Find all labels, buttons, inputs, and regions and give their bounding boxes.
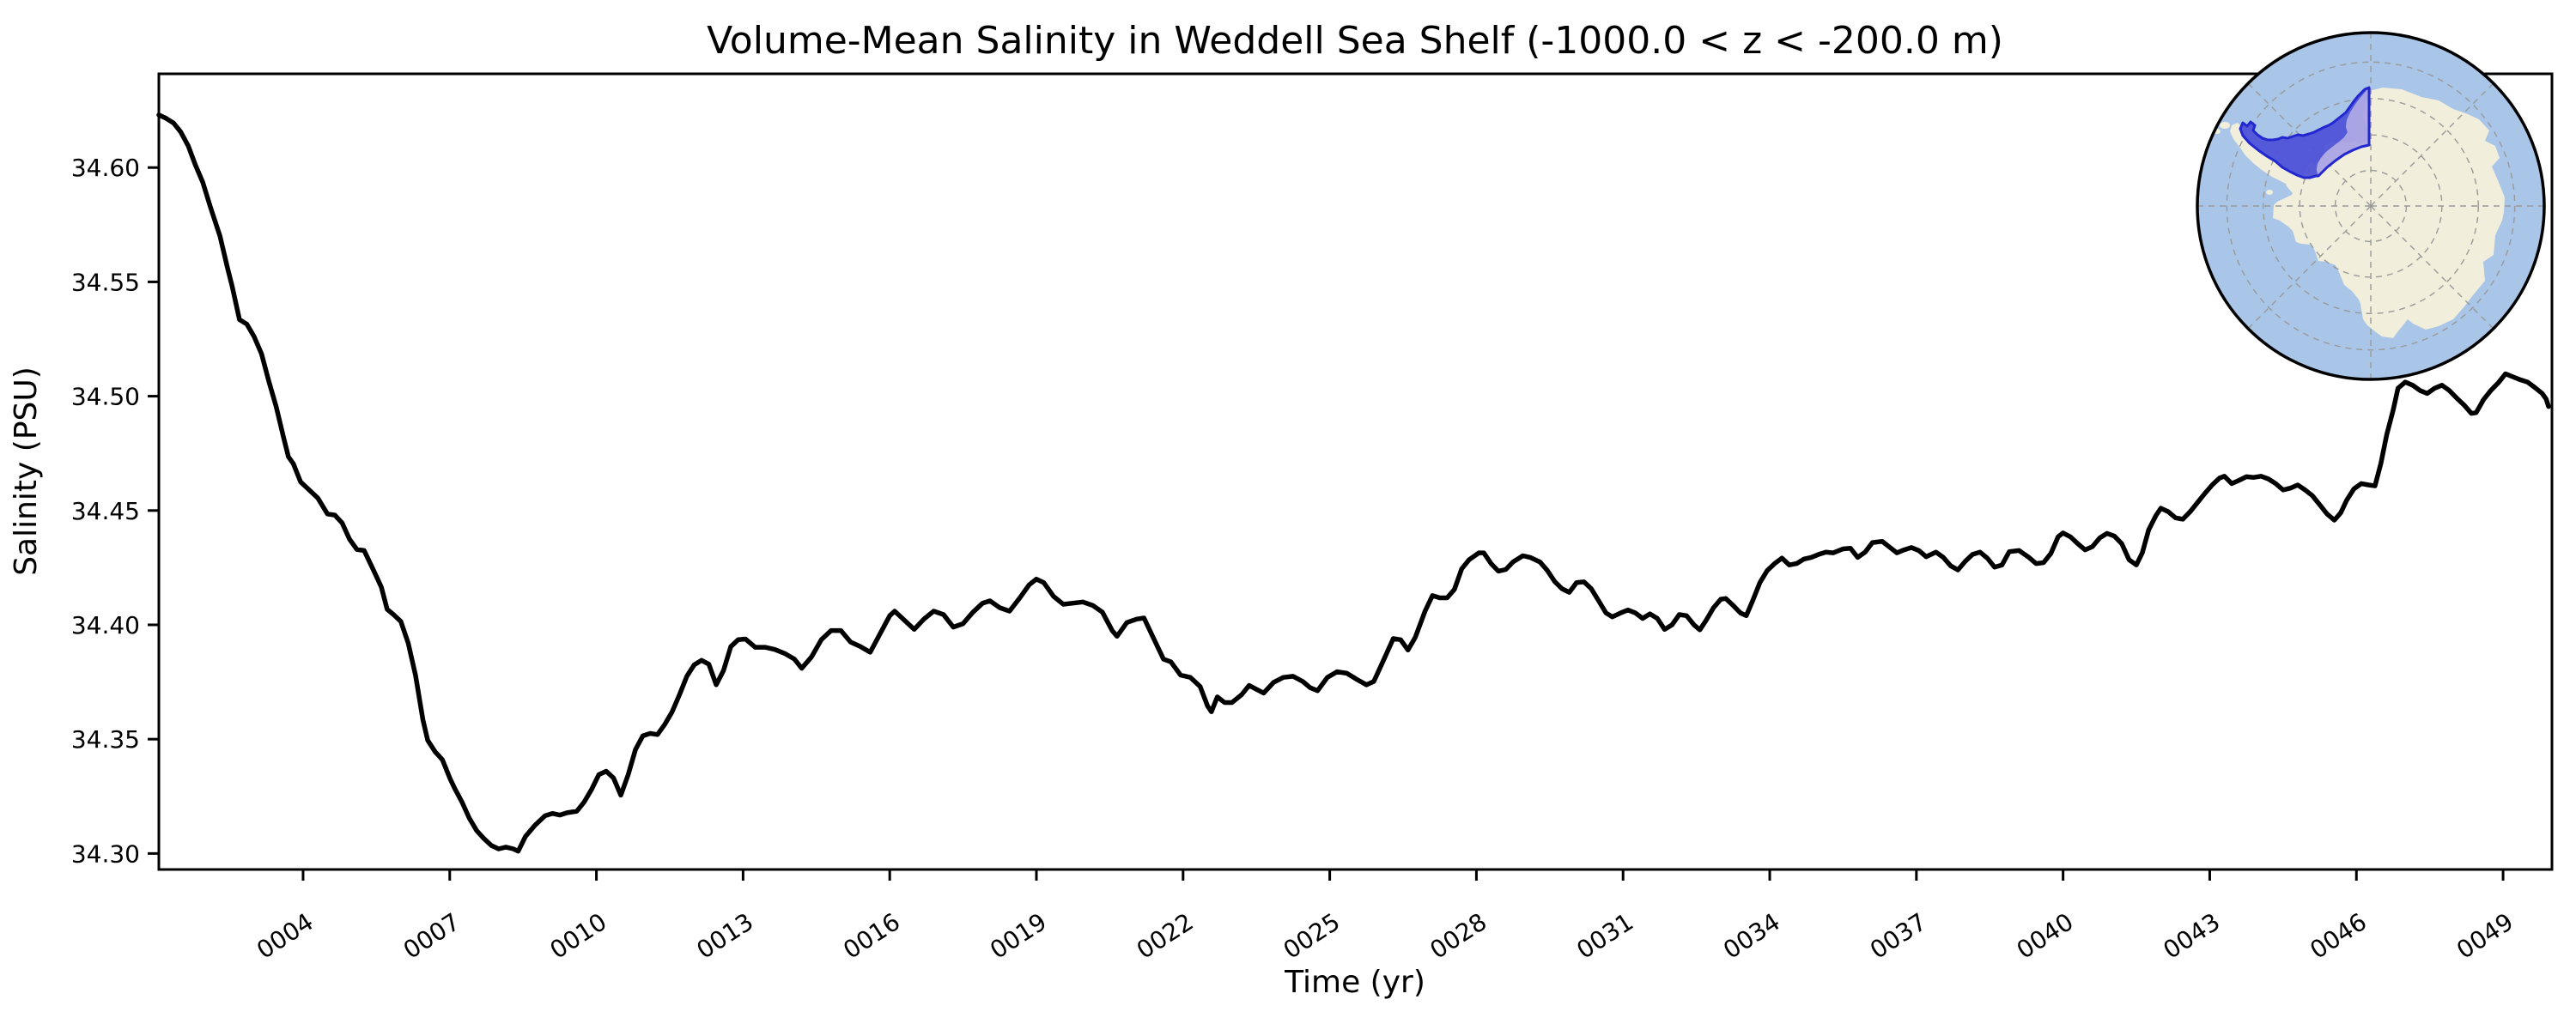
x-tick-label: 0040: [2012, 907, 2079, 964]
y-tick-label: 34.40: [71, 611, 140, 639]
y-tick-label: 34.55: [71, 268, 140, 296]
region-weddell-shelf-over-ocean: [2240, 88, 2369, 178]
y-tick-label: 34.50: [71, 383, 140, 411]
x-tick-label: 0016: [838, 907, 905, 964]
y-tick-label: 34.45: [71, 497, 140, 525]
y-tick-label: 34.60: [71, 154, 140, 182]
x-tick-label: 0046: [2305, 907, 2372, 964]
region-weddell-shelf-over-land: [2317, 88, 2369, 176]
y-axis-ticks: 34.30 34.35 34.40 34.45 34.50 34.55 34.60: [71, 154, 159, 868]
plot-area: 0004 0007 0010 0013 0016 0019 0022 0025 0028 0031…: [71, 72, 2554, 965]
y-tick-label: 34.30: [71, 839, 140, 868]
inset-map-antarctica: [2196, 31, 2546, 381]
map-island: [2220, 122, 2230, 129]
x-tick-label: 0010: [545, 907, 612, 964]
x-tick-label: 0043: [2159, 907, 2226, 964]
x-tick-label: 0007: [398, 907, 465, 964]
chart-title: Volume-Mean Salinity in Weddell Sea Shel…: [707, 19, 2003, 63]
map-antarctic-peninsula: [2230, 123, 2318, 188]
x-tick-label: 0004: [252, 907, 319, 964]
x-axis-label: Time (yr): [1284, 965, 1425, 1000]
x-tick-label: 0028: [1425, 907, 1492, 964]
region-weddell-shelf-outline: [2239, 86, 2371, 179]
y-axis-label: Salinity (PSU): [9, 367, 44, 576]
x-axis-ticks: 0004 0007 0010 0013 0016 0019 0022 0025 0028 0031…: [252, 869, 2518, 965]
x-tick-label: 0019: [985, 907, 1052, 964]
inset-map-contents: [2197, 33, 2544, 379]
x-tick-label: 0034: [1718, 907, 1785, 964]
map-border-circle: [2196, 31, 2546, 381]
x-tick-label: 0049: [2451, 907, 2518, 964]
x-tick-label: 0025: [1279, 907, 1346, 964]
map-island: [2266, 190, 2273, 195]
axes-frame: [157, 72, 2554, 871]
map-graticule: [2197, 33, 2544, 379]
salinity-line: [156, 112, 2551, 854]
y-tick-label: 34.35: [71, 725, 140, 754]
x-tick-label: 0013: [691, 907, 758, 964]
x-tick-label: 0037: [1865, 907, 1932, 964]
x-tick-label: 0031: [1571, 907, 1638, 964]
x-tick-label: 0022: [1132, 907, 1199, 964]
